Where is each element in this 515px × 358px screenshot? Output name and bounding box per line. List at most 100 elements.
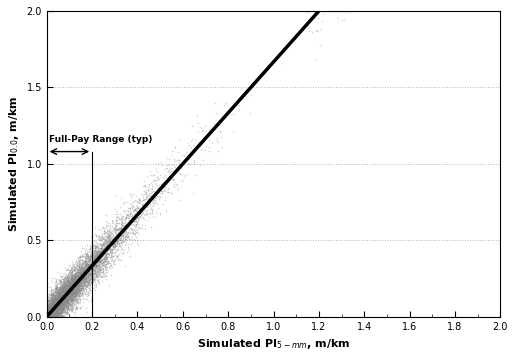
Point xyxy=(45,297,54,303)
Point xyxy=(68,293,77,299)
Point xyxy=(111,225,119,231)
Point xyxy=(92,252,100,258)
Point xyxy=(68,265,76,271)
Point xyxy=(82,259,91,265)
Point xyxy=(132,222,141,228)
Point xyxy=(47,284,55,290)
Point xyxy=(71,294,79,299)
Point xyxy=(47,301,56,306)
Point xyxy=(61,289,70,294)
Point xyxy=(165,174,174,180)
Point xyxy=(71,279,79,285)
Point xyxy=(98,254,106,260)
Point xyxy=(44,314,53,319)
Point xyxy=(142,196,150,202)
Point xyxy=(92,258,100,264)
Point xyxy=(73,277,81,282)
Point xyxy=(52,297,60,303)
Point xyxy=(65,285,74,291)
Point xyxy=(85,263,93,268)
Point xyxy=(90,255,98,260)
Point xyxy=(49,279,58,285)
Point xyxy=(123,233,131,238)
Point xyxy=(64,286,73,291)
Point xyxy=(52,303,60,309)
Point xyxy=(64,281,72,286)
Point xyxy=(44,302,52,308)
Point xyxy=(54,287,62,293)
Point xyxy=(191,136,199,141)
Point xyxy=(113,234,122,240)
Point xyxy=(43,313,52,319)
Point xyxy=(61,296,69,302)
Point xyxy=(108,240,116,246)
Point xyxy=(97,252,106,258)
Point xyxy=(92,258,100,264)
Point xyxy=(70,263,78,269)
Point xyxy=(83,264,92,270)
Point xyxy=(54,310,62,316)
Point xyxy=(72,271,80,276)
Point xyxy=(124,222,132,228)
Point xyxy=(117,240,125,246)
Point xyxy=(65,284,74,289)
Point xyxy=(51,302,59,308)
Point xyxy=(48,306,56,312)
Point xyxy=(98,245,106,251)
Point xyxy=(57,281,65,287)
Point xyxy=(69,279,77,285)
Point xyxy=(49,295,57,301)
Point xyxy=(93,249,101,255)
Point xyxy=(64,291,73,297)
Point xyxy=(63,310,71,315)
Point xyxy=(101,236,109,242)
Point xyxy=(65,297,73,303)
Point xyxy=(63,301,72,307)
Point xyxy=(55,305,63,310)
Point xyxy=(66,272,75,278)
Point xyxy=(62,298,71,304)
Point xyxy=(49,300,57,306)
Point xyxy=(45,314,54,319)
Point xyxy=(49,299,57,304)
Point xyxy=(83,275,92,281)
Point xyxy=(60,283,68,289)
Point xyxy=(45,300,53,306)
Point xyxy=(101,256,110,262)
Point xyxy=(74,284,82,290)
Point xyxy=(114,252,122,258)
Point xyxy=(97,265,106,271)
Point xyxy=(48,298,56,304)
Point xyxy=(49,296,57,301)
Point xyxy=(65,284,74,290)
Point xyxy=(59,296,67,301)
Point xyxy=(159,174,167,180)
Point xyxy=(65,295,74,301)
Point xyxy=(51,304,59,310)
Point xyxy=(82,279,91,285)
Point xyxy=(44,314,52,319)
Point xyxy=(90,253,98,259)
Point xyxy=(45,314,53,319)
Point xyxy=(48,294,57,300)
Point xyxy=(112,224,120,230)
Point xyxy=(64,306,72,311)
Point xyxy=(83,263,92,269)
Point xyxy=(48,300,57,306)
Point xyxy=(58,304,66,309)
Point xyxy=(92,249,100,255)
Point xyxy=(57,297,65,303)
Point xyxy=(100,243,108,249)
Point xyxy=(64,279,73,284)
Point xyxy=(53,313,61,318)
Point xyxy=(124,232,132,238)
Point xyxy=(55,297,63,303)
Point xyxy=(72,283,80,289)
Point xyxy=(89,276,97,282)
Point xyxy=(62,293,70,299)
Point xyxy=(53,307,61,313)
Point xyxy=(45,314,54,319)
Point xyxy=(94,262,102,268)
Point xyxy=(54,314,62,319)
Point xyxy=(69,288,77,294)
